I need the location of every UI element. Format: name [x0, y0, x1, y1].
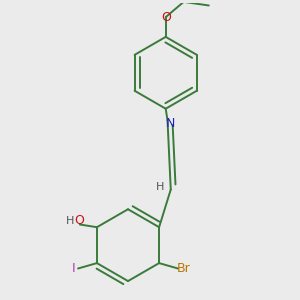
- Text: H: H: [156, 182, 164, 192]
- Text: H: H: [66, 216, 74, 226]
- Text: N: N: [166, 118, 175, 130]
- Text: O: O: [161, 11, 171, 24]
- Text: Br: Br: [176, 262, 190, 275]
- Text: I: I: [72, 262, 75, 275]
- Text: O: O: [74, 214, 84, 227]
